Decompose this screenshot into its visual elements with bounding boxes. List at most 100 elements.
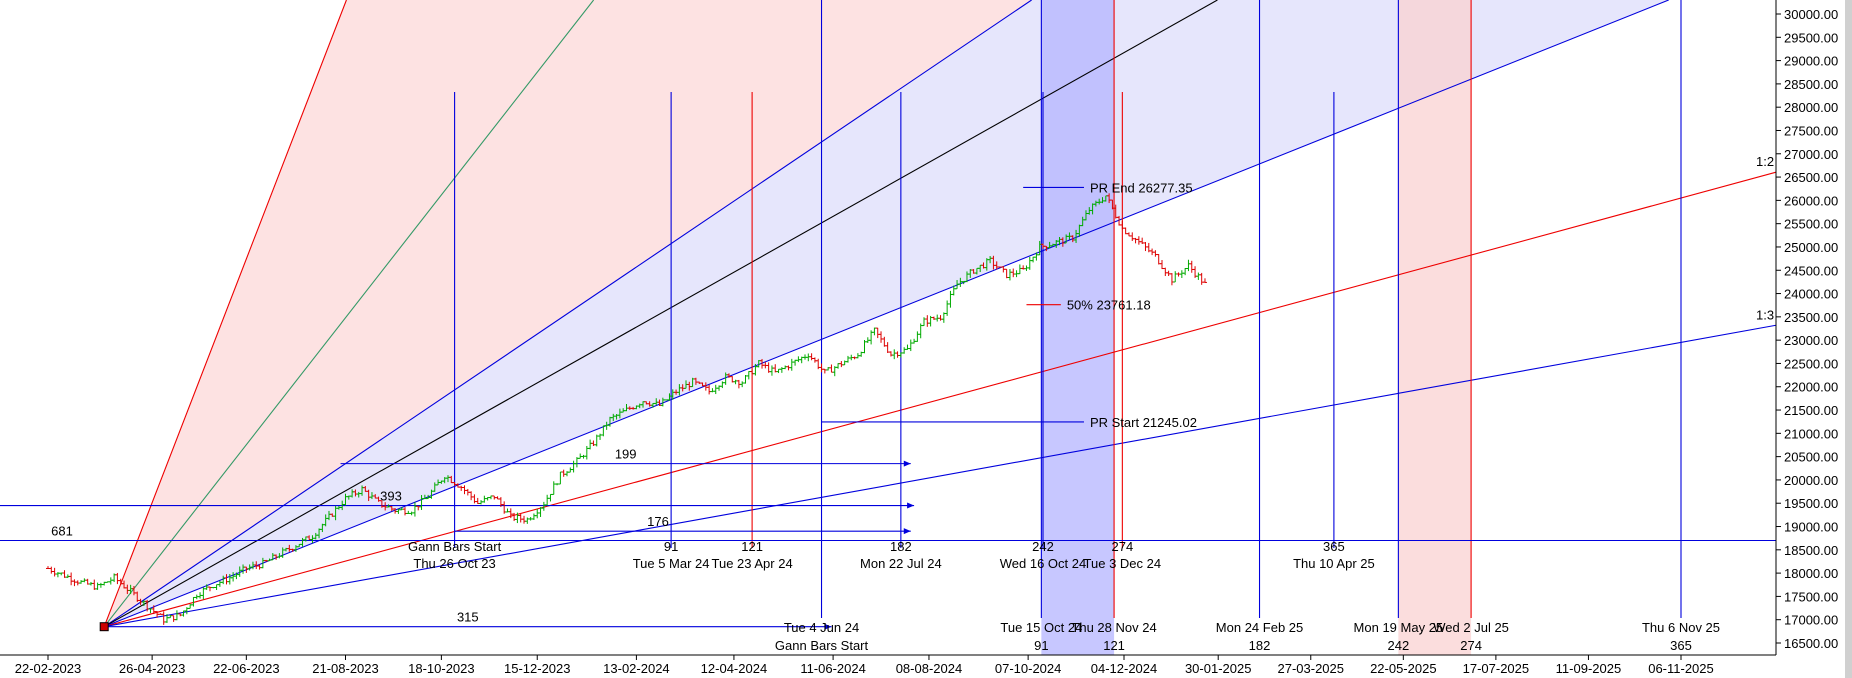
y-tick-label: 18500.00	[1784, 543, 1838, 558]
x-tick-label: 26-04-2023	[119, 661, 186, 676]
y-tick-label: 28500.00	[1784, 77, 1838, 92]
range-arrow-label: 393	[380, 489, 402, 504]
forecast-count-label: 91	[1034, 638, 1048, 653]
forecast-date-label: Tue 4 Jun 24	[784, 620, 859, 635]
forecast-date-label: Tue 15 Oct 24	[1000, 620, 1082, 635]
fan-origin-marker	[99, 622, 109, 632]
time-zone-layer	[1041, 0, 1472, 655]
x-tick-label: 15-12-2023	[504, 661, 571, 676]
fan-line-6	[104, 324, 1777, 628]
y-tick-label: 30000.00	[1784, 7, 1838, 22]
fan-line-0	[103, 0, 347, 627]
x-axis-background	[0, 655, 1852, 678]
cycle-date-label: Wed 16 Oct 24	[1000, 556, 1086, 571]
cycle-date-label: Tue 23 Apr 24	[712, 556, 793, 571]
y-tick-label: 24000.00	[1784, 287, 1838, 302]
cycle-count-label: 182	[890, 539, 912, 554]
y-tick-label: 25500.00	[1784, 217, 1838, 232]
forecast-date-label: Wed 2 Jul 25	[1433, 620, 1509, 635]
cycle-date-label: Mon 22 Jul 24	[860, 556, 942, 571]
price-bar	[1202, 278, 1207, 283]
forecast-count-label: 365	[1670, 638, 1692, 653]
cycle-date-label: Tue 5 Mar 24	[633, 556, 710, 571]
y-tick-label: 20000.00	[1784, 473, 1838, 488]
range-arrow-label: 315	[457, 610, 479, 625]
forecast-count-label: 274	[1460, 638, 1482, 653]
fan-line-label: 1:2	[1756, 154, 1774, 169]
y-tick-label: 20500.00	[1784, 450, 1838, 465]
x-tick-label: 12-04-2024	[701, 661, 768, 676]
y-tick-label: 25000.00	[1784, 240, 1838, 255]
level-label: PR Start 21245.02	[1090, 415, 1197, 430]
x-tick-label: 06-11-2025	[1648, 661, 1714, 676]
y-axis-background	[1776, 0, 1852, 678]
forecast-date-label: Thu 6 Nov 25	[1642, 620, 1720, 635]
x-tick-label: 22-05-2025	[1370, 661, 1437, 676]
forecast-marker-label: Gann Bars Start	[775, 638, 869, 653]
x-tick-label: 27-03-2025	[1278, 661, 1345, 676]
y-tick-label: 29500.00	[1784, 30, 1838, 45]
y-tick-label: 19000.00	[1784, 520, 1838, 535]
annotation-layer: 1:2 1:3 Gann Bars Start Thu 26 Oct 23 91 Tue …	[51, 154, 1774, 653]
right-edge-strip	[1845, 0, 1852, 678]
y-tick-label: 24500.00	[1784, 263, 1838, 278]
fan-line-4	[103, 0, 1669, 628]
y-tick-label: 17000.00	[1784, 613, 1838, 628]
range-arrow-head	[907, 502, 915, 509]
cycle-marker-label: Gann Bars Start	[408, 539, 502, 554]
x-tick-label: 07-10-2024	[995, 661, 1062, 676]
cycle-line-layer	[454, 0, 1682, 618]
x-tick-label: 11-06-2024	[800, 661, 866, 676]
y-tick-label: 22000.00	[1784, 380, 1838, 395]
range-arrow-head	[903, 528, 911, 535]
forecast-date-label: Mon 24 Feb 25	[1216, 620, 1303, 635]
cycle-date-label: Tue 3 Dec 24	[1084, 556, 1162, 571]
range-arrow-label: 199	[615, 447, 637, 462]
y-tick-label: 26000.00	[1784, 193, 1838, 208]
x-tick-label: 21-08-2023	[312, 661, 379, 676]
range-arrow-label: 681	[51, 523, 73, 538]
y-tick-label: 22500.00	[1784, 356, 1838, 371]
forecast-date-label: Thu 28 Nov 24	[1071, 620, 1156, 635]
cycle-count-label: 91	[664, 539, 678, 554]
x-tick-label: 13-02-2024	[603, 661, 670, 676]
y-tick-label: 29000.00	[1784, 54, 1838, 69]
x-tick-label: 08-08-2024	[896, 661, 963, 676]
fan-line-layer	[103, 0, 1777, 628]
price-bars-layer	[46, 193, 1207, 632]
x-tick-label: 11-09-2025	[1556, 661, 1622, 676]
level-label: 50% 23761.18	[1067, 298, 1151, 313]
fan-line-label: 1:3	[1756, 307, 1774, 322]
fan-line-5	[104, 171, 1777, 628]
cycle-date-label: Thu 26 Oct 23	[413, 556, 495, 571]
y-tick-label: 16500.00	[1784, 636, 1838, 651]
y-tick-label: 17500.00	[1784, 589, 1838, 604]
level-label: PR End 26277.35	[1090, 180, 1193, 195]
x-tick-label: 04-12-2024	[1091, 661, 1158, 676]
x-tick-label: 22-06-2023	[213, 661, 280, 676]
y-tick-label: 18000.00	[1784, 566, 1838, 581]
y-tick-label: 27500.00	[1784, 123, 1838, 138]
fan-line-2	[103, 0, 1032, 628]
y-tick-label: 23000.00	[1784, 333, 1838, 348]
cycle-count-label: 242	[1032, 539, 1054, 554]
range-arrow-label: 176	[647, 514, 669, 529]
range-arrow-head	[903, 460, 911, 467]
fan-line-3	[103, 0, 1218, 628]
y-tick-label: 28000.00	[1784, 100, 1838, 115]
cycle-count-label: 274	[1111, 539, 1133, 554]
y-tick-label: 27000.00	[1784, 147, 1838, 162]
time-zone-0	[1041, 0, 1115, 655]
fan-line-1	[103, 0, 595, 628]
x-tick-label: 18-10-2023	[408, 661, 475, 676]
level-line-layer	[0, 186, 1776, 630]
forecast-count-label: 121	[1103, 638, 1125, 653]
forecast-date-label: Mon 19 May 25	[1354, 620, 1444, 635]
cycle-count-label: 121	[741, 539, 763, 554]
time-zone-1	[1398, 0, 1472, 655]
range-arrow-head	[824, 623, 832, 630]
x-tick-label: 30-01-2025	[1185, 661, 1252, 676]
y-tick-label: 23500.00	[1784, 310, 1838, 325]
